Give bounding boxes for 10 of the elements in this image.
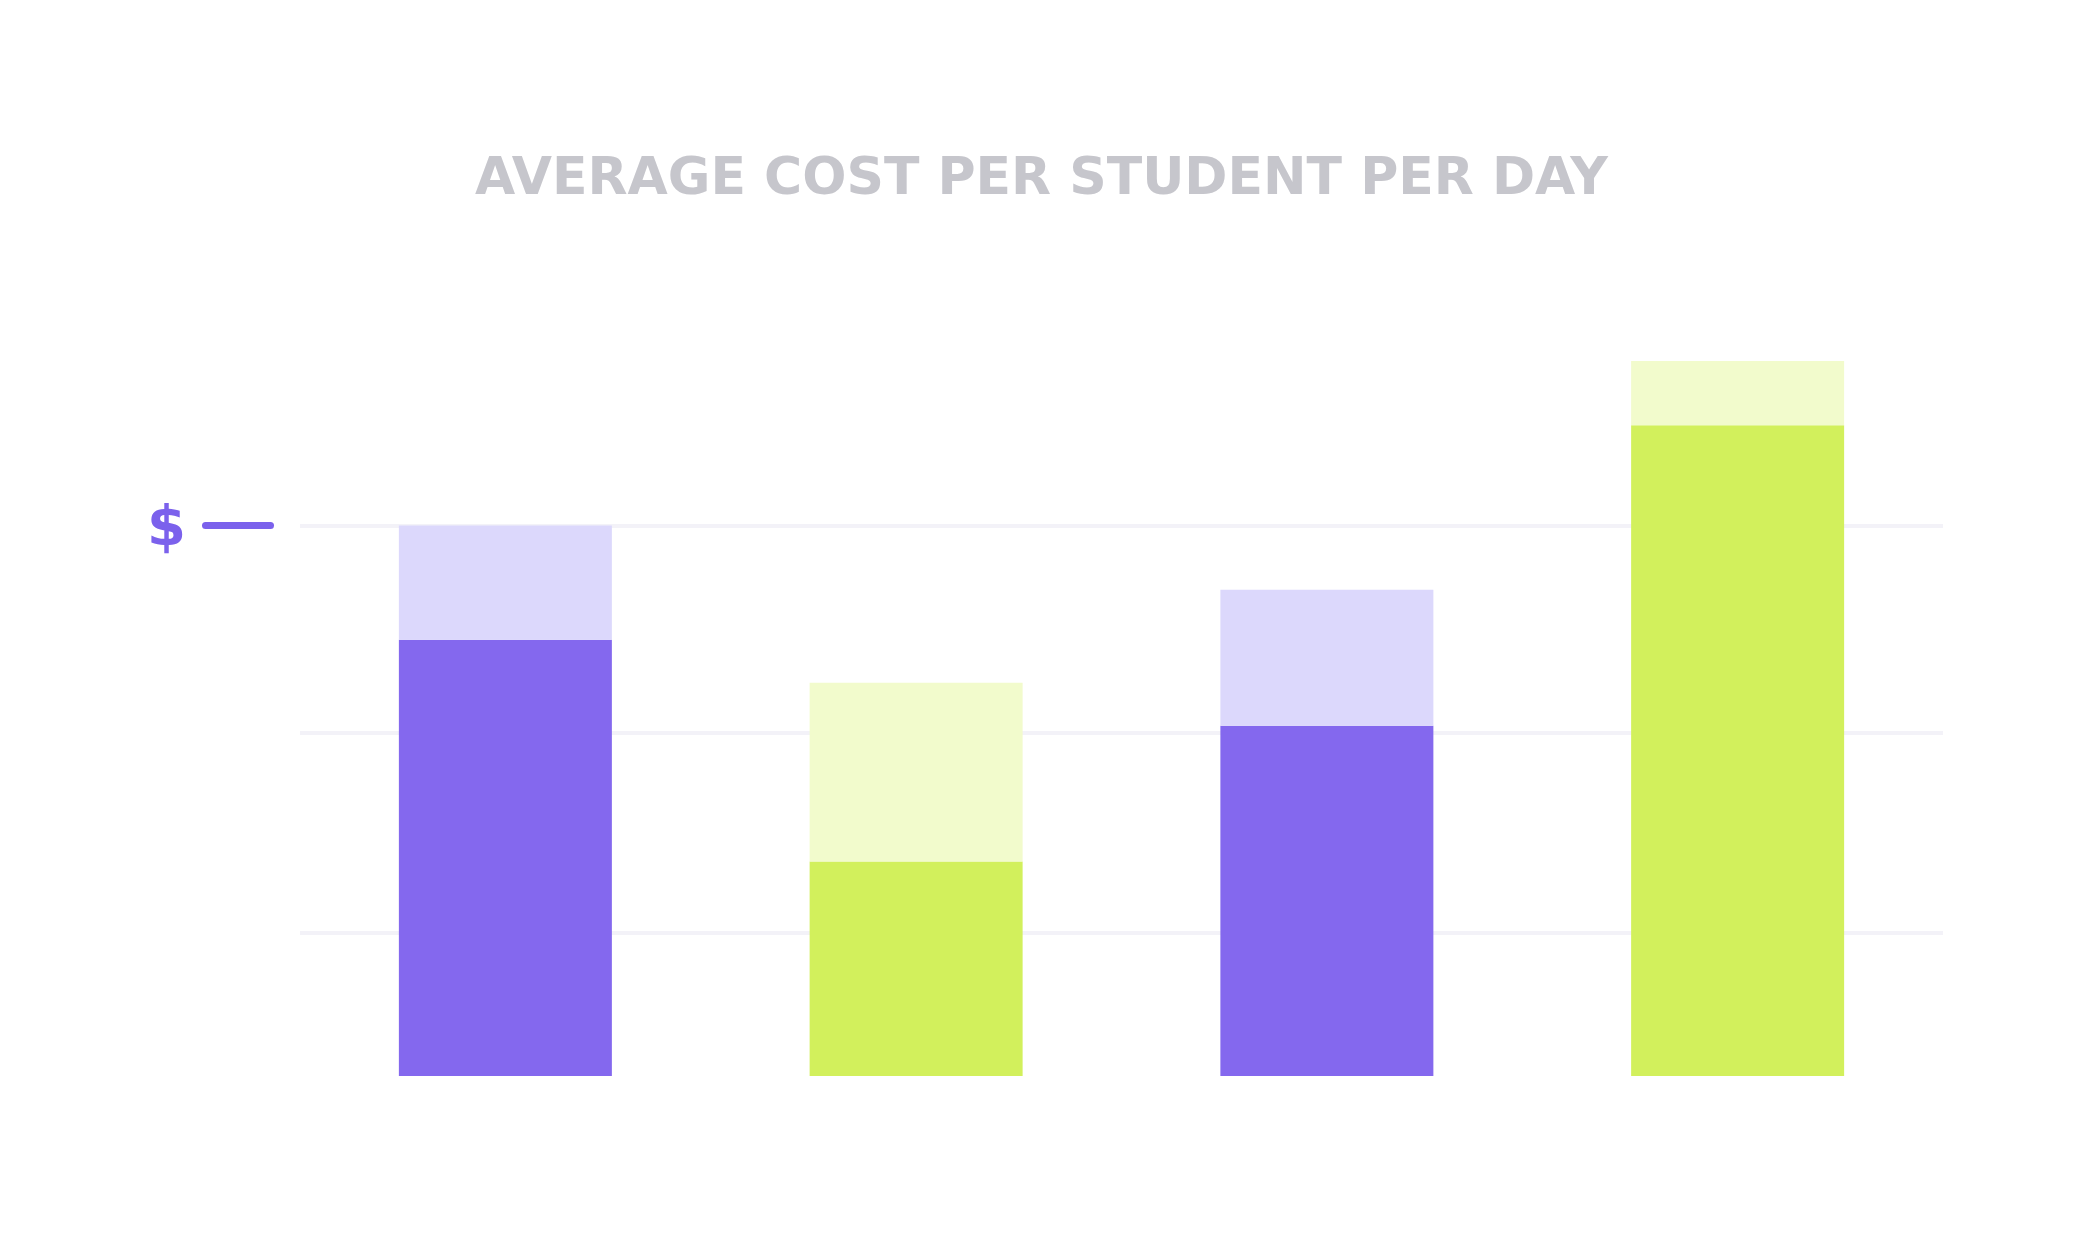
chart-title: AVERAGE COST PER STUDENT PER DAY — [474, 146, 1610, 206]
bar — [1220, 589, 1434, 726]
bar — [809, 682, 1023, 862]
bar — [1631, 361, 1845, 426]
bar — [1220, 725, 1434, 1076]
bar — [1631, 425, 1845, 1076]
bar — [809, 861, 1023, 1076]
bar — [398, 639, 612, 1076]
ref-line-label: $ — [147, 492, 186, 558]
bar — [398, 525, 612, 640]
